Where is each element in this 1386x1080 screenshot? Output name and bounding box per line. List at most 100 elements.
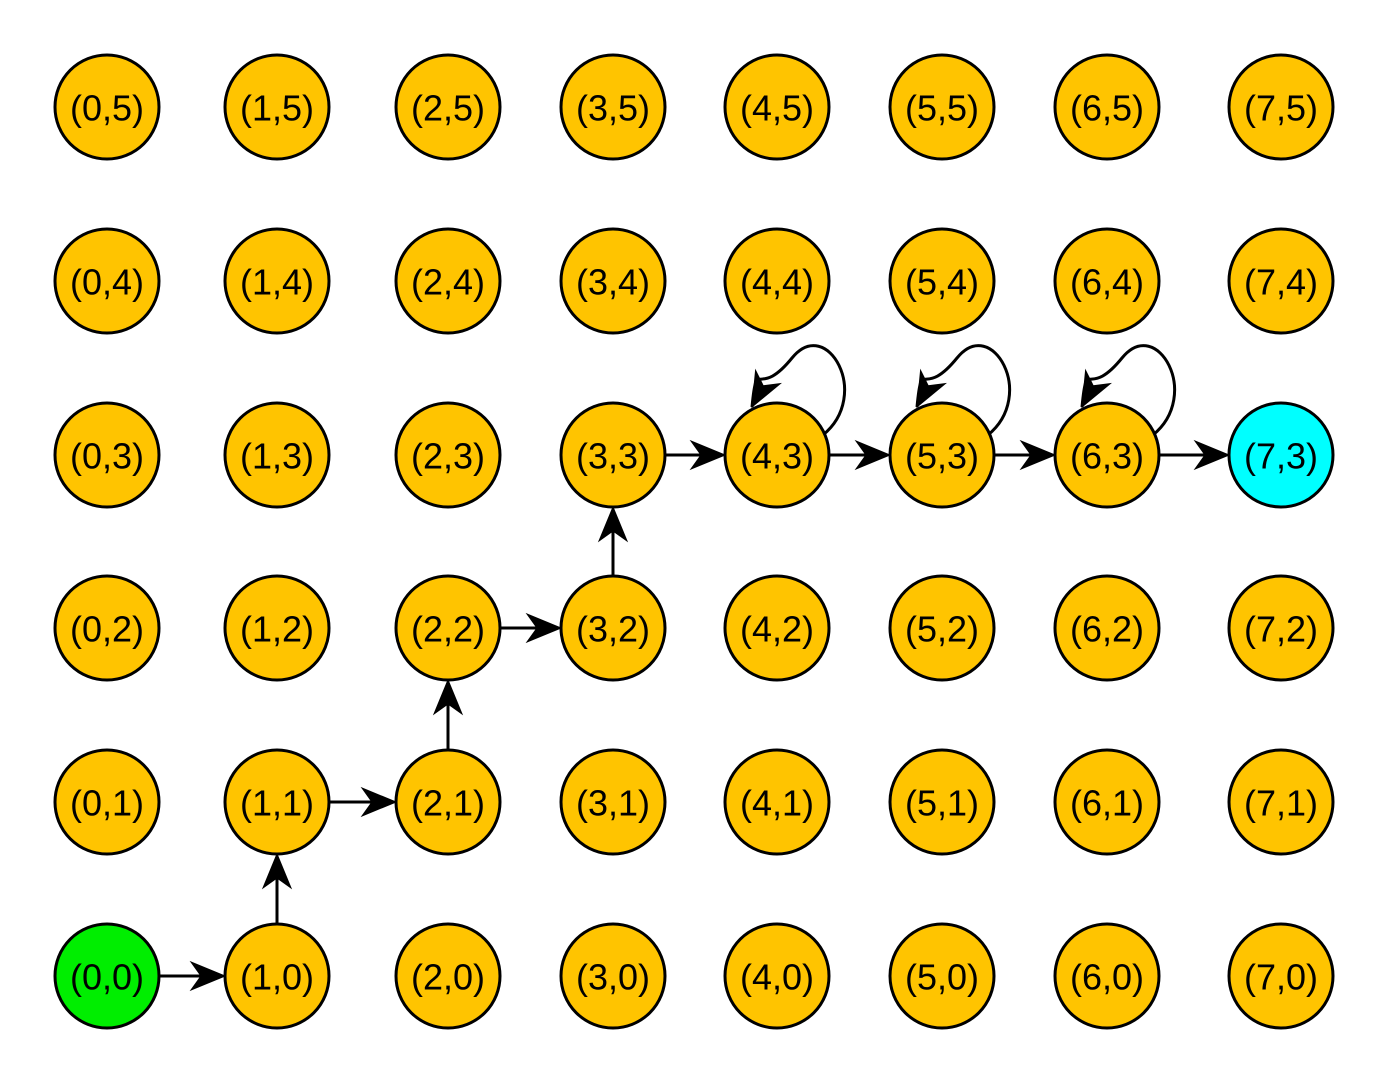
default-node-circle [723,227,831,335]
state-node-3-5: (3,5) [559,53,667,161]
node-label: (7,4) [1244,262,1318,303]
self-loop-arrowhead [1081,368,1112,409]
state-node-1-3: (1,3) [223,401,331,509]
state-node-6-3: (6,3) [1053,401,1161,509]
default-node-circle [1227,922,1335,1030]
node-label: (3,0) [576,957,650,998]
state-node-2-2: (2,2) [394,574,502,682]
node-label: (3,1) [576,783,650,824]
default-node-circle [1053,401,1161,509]
node-label: (2,5) [411,88,485,129]
state-node-6-2: (6,2) [1053,574,1161,682]
transition-edge [665,439,727,471]
state-node-1-1: (1,1) [223,748,331,856]
state-node-5-2: (5,2) [888,574,996,682]
state-node-3-4: (3,4) [559,227,667,335]
node-label: (4,1) [740,783,814,824]
node-label: (5,0) [905,957,979,998]
edges-layer [159,344,1231,992]
state-node-3-1: (3,1) [559,748,667,856]
nodes-layer: (0,0) (1,0) (2,0) (3,0) (4,0) (5,0) (6,0) (7,0)… [53,53,1335,1030]
self-loop-edge [1080,344,1177,437]
state-node-5-3: (5,3) [888,401,996,509]
state-node-6-0: (6,0) [1053,922,1161,1030]
node-label: (0,1) [70,783,144,824]
default-node-circle [559,574,667,682]
node-label: (5,5) [905,88,979,129]
state-node-7-3: (7,3) [1227,401,1335,509]
edge-arrowhead [1193,439,1231,471]
node-label: (5,3) [905,436,979,477]
default-node-circle [559,53,667,161]
state-node-7-4: (7,4) [1227,227,1335,335]
node-label: (4,4) [740,262,814,303]
node-label: (1,2) [240,609,314,650]
node-label: (5,1) [905,783,979,824]
state-node-4-1: (4,1) [723,748,831,856]
edge-arrowhead [189,960,227,992]
default-node-circle [1227,227,1335,335]
node-label: (1,1) [240,783,314,824]
node-label: (4,0) [740,957,814,998]
state-node-2-3: (2,3) [394,401,502,509]
default-node-circle [559,748,667,856]
default-node-circle [1227,748,1335,856]
node-label: (4,5) [740,88,814,129]
self-loop-arrowhead [751,368,782,409]
node-label: (2,1) [411,783,485,824]
node-label: (0,3) [70,436,144,477]
node-label: (6,4) [1070,262,1144,303]
transition-edge [1159,439,1231,471]
state-node-2-5: (2,5) [394,53,502,161]
default-node-circle [394,922,502,1030]
default-node-circle [1227,574,1335,682]
goal-node-circle [1227,401,1335,509]
state-node-5-5: (5,5) [888,53,996,161]
default-node-circle [223,922,331,1030]
transition-edge [329,786,398,818]
default-node-circle [394,53,502,161]
state-node-5-0: (5,0) [888,922,996,1030]
node-label: (6,5) [1070,88,1144,129]
default-node-circle [223,401,331,509]
node-label: (0,2) [70,609,144,650]
default-node-circle [53,53,161,161]
transition-edge [994,439,1057,471]
default-node-circle [1053,53,1161,161]
default-node-circle [394,748,502,856]
node-label: (0,4) [70,262,144,303]
edge-arrowhead [689,439,727,471]
default-node-circle [53,401,161,509]
transition-edge [432,678,464,750]
node-label: (2,2) [411,609,485,650]
edge-arrowhead [597,505,629,543]
default-node-circle [723,53,831,161]
state-node-1-4: (1,4) [223,227,331,335]
edge-arrowhead [261,852,293,890]
state-node-6-4: (6,4) [1053,227,1161,335]
node-label: (7,0) [1244,957,1318,998]
default-node-circle [723,922,831,1030]
node-label: (3,3) [576,436,650,477]
default-node-circle [394,401,502,509]
state-node-7-0: (7,0) [1227,922,1335,1030]
default-node-circle [394,574,502,682]
default-node-circle [223,227,331,335]
state-node-0-4: (0,4) [53,227,161,335]
default-node-circle [559,401,667,509]
node-label: (6,0) [1070,957,1144,998]
node-label: (6,1) [1070,783,1144,824]
node-label: (4,3) [740,436,814,477]
node-label: (3,5) [576,88,650,129]
node-label: (7,1) [1244,783,1318,824]
edge-arrowhead [525,612,563,644]
transition-edge [500,612,563,644]
state-node-1-0: (1,0) [223,922,331,1030]
default-node-circle [888,227,996,335]
state-node-2-0: (2,0) [394,922,502,1030]
state-node-3-2: (3,2) [559,574,667,682]
default-node-circle [888,401,996,509]
node-label: (5,4) [905,262,979,303]
transition-edge [261,852,293,924]
state-node-1-5: (1,5) [223,53,331,161]
